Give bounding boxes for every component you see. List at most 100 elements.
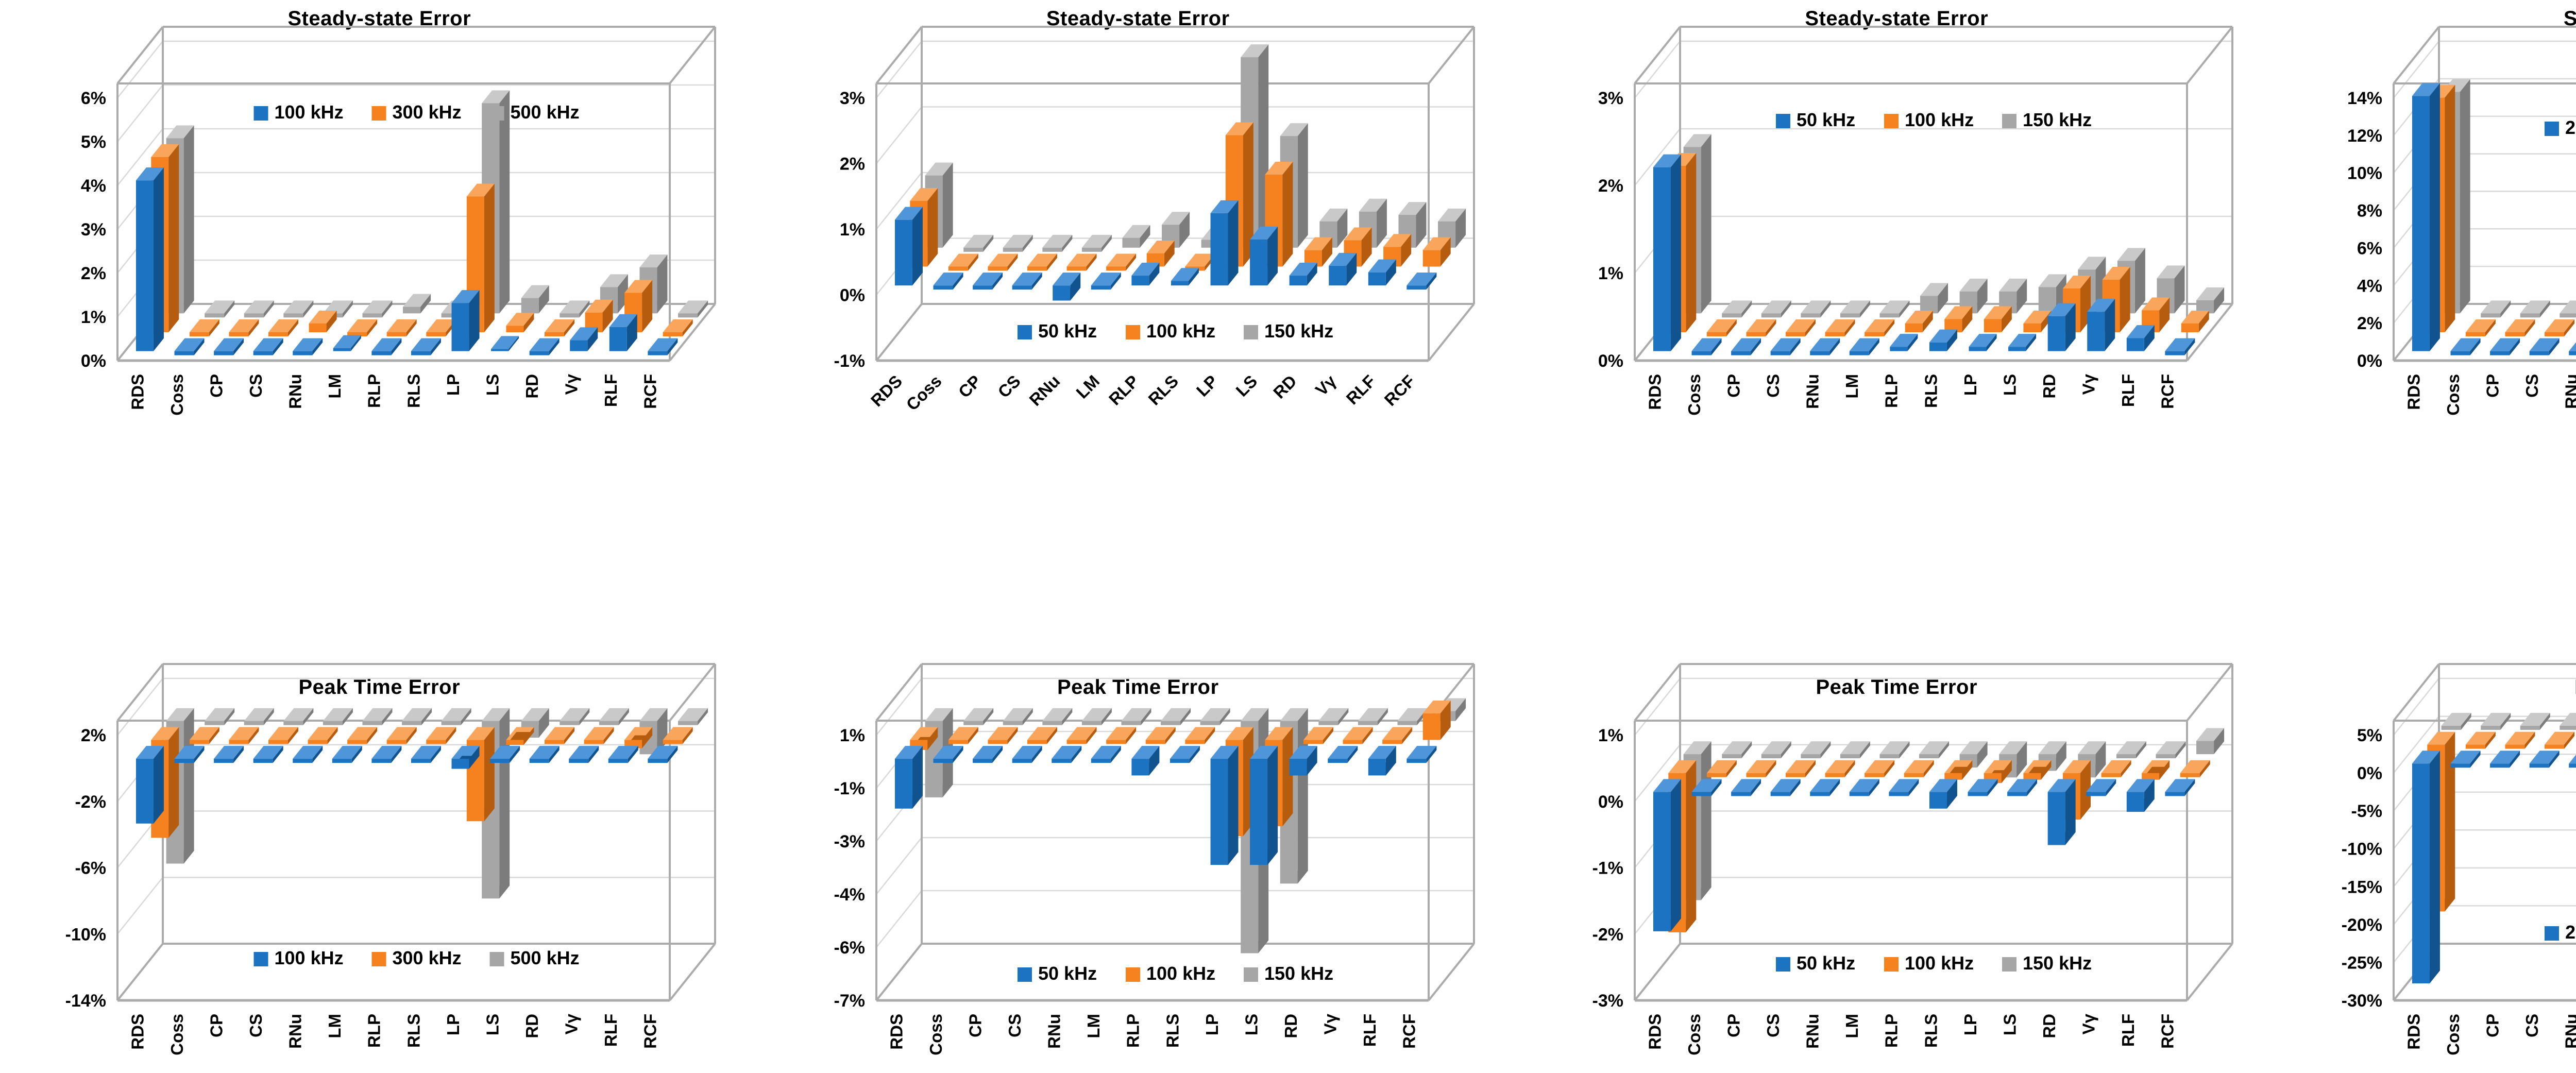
x-axis-label: Vγ	[1320, 1013, 1340, 1034]
x-axis-label: LM	[1842, 1014, 1861, 1038]
face	[1810, 338, 1840, 351]
face	[1944, 306, 1973, 319]
face	[499, 90, 510, 314]
face	[1741, 300, 1752, 318]
face	[1318, 708, 1348, 721]
zero-marker-100 kHz-RNu	[1825, 760, 1855, 777]
face	[1455, 208, 1466, 248]
face	[382, 300, 393, 318]
zero-marker-50 kHz-CP	[1731, 778, 1761, 796]
bar-50 kHz-RLS	[1929, 778, 1957, 809]
zero-marker-150 kHz-LM	[1121, 708, 1151, 725]
x-axis-label: RDS	[887, 1014, 906, 1050]
face	[1683, 134, 1711, 147]
zero-marker-50 kHz-RLS	[1170, 745, 1200, 763]
face	[2198, 311, 2209, 332]
face	[1031, 745, 1042, 763]
bar-500 kHz-LS	[521, 285, 549, 314]
face	[2184, 338, 2195, 355]
face	[1377, 708, 1388, 725]
y-tick-label: 8%	[2357, 201, 2382, 221]
face	[2026, 334, 2037, 351]
y-tick-label: 0%	[839, 286, 865, 305]
face	[350, 335, 361, 351]
face	[1280, 708, 1308, 721]
bar-50 kHz-LS	[1249, 745, 1278, 865]
face	[2480, 712, 2511, 726]
face	[283, 708, 314, 721]
face	[2023, 760, 2052, 773]
face	[933, 745, 963, 759]
face	[545, 319, 574, 332]
legend-label: 300 kHz	[393, 101, 462, 123]
bar-100 kHz-RD	[1304, 237, 1332, 267]
bar-150 kHz-RCF	[2196, 287, 2225, 314]
face	[1012, 272, 1042, 286]
face	[2078, 741, 2106, 754]
face	[183, 708, 194, 864]
face	[1426, 745, 1436, 763]
face	[1938, 283, 1948, 314]
zero-marker-100 kHz-CS	[253, 745, 283, 763]
bar-300 kHz-LS	[506, 726, 534, 745]
face	[2489, 338, 2520, 351]
face	[2429, 83, 2440, 351]
y-tick-label: -1%	[834, 351, 865, 371]
zero-marker-75 kHz-CS	[2559, 300, 2576, 318]
face	[972, 272, 1003, 286]
legend-item: 100 kHz	[1884, 109, 1974, 130]
bar-50 kHz-RLF	[1368, 259, 1396, 286]
legend-item: 50 kHz	[1017, 963, 1097, 984]
x-axis-label: Coss	[1685, 1014, 1704, 1055]
face	[1081, 708, 1112, 721]
zero-marker-300 kHz-Vγ	[584, 726, 614, 744]
face	[1701, 134, 1711, 314]
face	[657, 254, 668, 314]
face	[1243, 122, 1253, 267]
face	[2157, 265, 2185, 279]
face	[953, 745, 963, 763]
zero-marker-150 kHz-CP	[1003, 708, 1033, 725]
face	[430, 745, 441, 763]
y-axis: 6% 5% 4% 3% 2% 1% 0%	[81, 89, 106, 371]
bars	[894, 697, 1466, 953]
y-axis: 5% 0% -5% -10% -15% -20% -25% -30%	[2341, 726, 2382, 1011]
legend-item: 50 kHz	[1017, 320, 1097, 342]
face	[1706, 319, 1737, 332]
y-tick-label: 1%	[81, 308, 106, 327]
legend-swatch	[1017, 967, 1032, 982]
zero-marker-100 kHz-RNu	[293, 338, 323, 355]
face	[1884, 760, 1895, 777]
legend-swatch	[1776, 114, 1790, 128]
face	[288, 726, 298, 744]
zero-marker-100 kHz-Coss	[174, 338, 205, 355]
face	[2007, 778, 2038, 792]
x-axis-label: Coss	[2443, 1014, 2462, 1055]
face	[2126, 325, 2155, 338]
face	[925, 162, 953, 176]
zero-marker-150 kHz-Coss	[963, 708, 993, 725]
x-axis-label: CP	[207, 1014, 226, 1037]
face	[1225, 122, 1253, 135]
zero-marker-75 kHz-CS	[2559, 712, 2576, 730]
x-axis-label: RLF	[601, 1014, 620, 1047]
face	[153, 167, 164, 351]
face	[333, 335, 361, 348]
face	[1101, 708, 1112, 725]
face	[268, 726, 298, 740]
face	[1042, 234, 1072, 248]
face	[600, 274, 628, 287]
zero-marker-50 kHz-LM	[1091, 745, 1121, 763]
bar-100 kHz-Vγ	[570, 327, 598, 351]
legend-label: 150 kHz	[1264, 963, 1333, 984]
zero-marker-50 kHz-LM	[1849, 778, 1879, 796]
legend-item: 50 kHz	[1776, 109, 1855, 130]
face	[1148, 263, 1159, 286]
x-axis-label: RLP	[365, 374, 384, 408]
face	[1164, 241, 1175, 267]
face	[1879, 741, 1910, 754]
zero-marker-25 kHz-CP	[2489, 338, 2520, 355]
x-axis-label: RLF	[1342, 371, 1379, 408]
